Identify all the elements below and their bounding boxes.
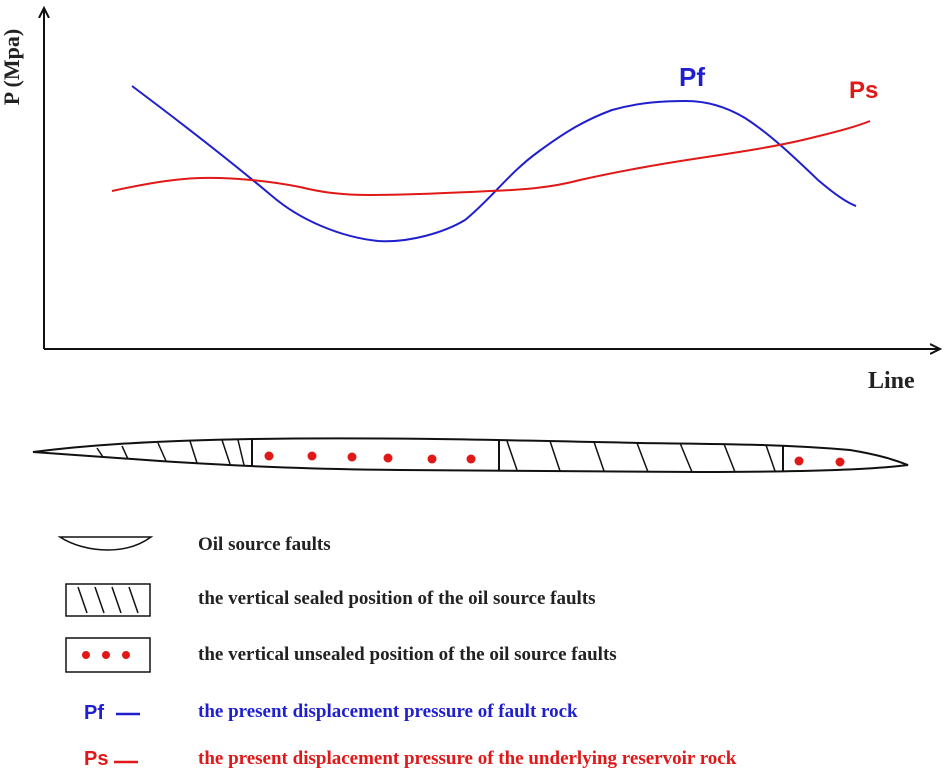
pf-curve bbox=[131, 85, 857, 243]
legend-ps-desc: the present displacement pressure of the… bbox=[198, 748, 737, 769]
unsealed-dots bbox=[264, 451, 845, 467]
sealed-symbol bbox=[65, 583, 151, 617]
legend-ps-key: Ps bbox=[84, 748, 109, 770]
ps-curve bbox=[111, 120, 871, 197]
sealed-hatch-left bbox=[96, 439, 245, 466]
pf-curve-label: Pf bbox=[679, 62, 705, 92]
y-axis-label: P (Mpa) bbox=[0, 28, 24, 106]
unsealed-symbol bbox=[65, 637, 151, 673]
ps-curve-label: Ps bbox=[849, 77, 879, 104]
legend-pf-key: Pf bbox=[84, 702, 104, 724]
oil-source-faults-symbol bbox=[57, 536, 154, 551]
legend-pf-desc: the present displacement pressure of fau… bbox=[198, 701, 578, 722]
legend-unsealed: the vertical unsealed position of the oi… bbox=[198, 644, 617, 665]
sealed-hatch-middle bbox=[506, 440, 776, 473]
legend-sealed: the vertical sealed position of the oil … bbox=[198, 588, 596, 609]
legend-oil-source-faults: Oil source faults bbox=[198, 534, 331, 555]
x-axis-label: Line bbox=[868, 368, 915, 394]
